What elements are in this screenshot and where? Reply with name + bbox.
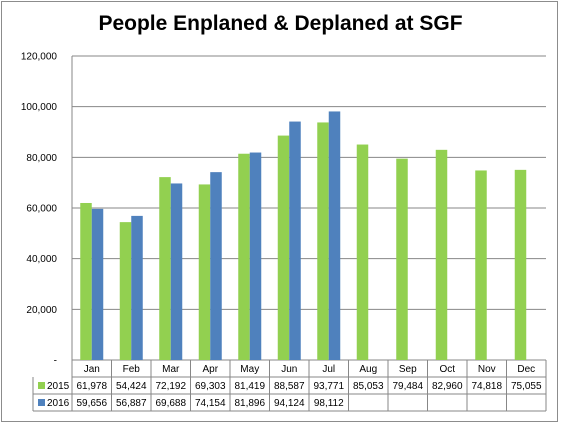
bar-2015-Dec [514, 169, 527, 360]
data-label: 88,587 [274, 381, 305, 392]
data-label: 75,055 [511, 381, 542, 392]
y-tick-label: 100,000 [21, 102, 58, 113]
data-label: 74,154 [195, 398, 226, 409]
data-label: 82,960 [432, 381, 463, 392]
y-tick-label: 60,000 [26, 204, 57, 215]
bar-2016-Jul [328, 111, 341, 360]
data-label: 85,053 [353, 381, 384, 392]
bar-2016-May [249, 152, 262, 360]
y-tick-label: - [54, 356, 57, 367]
bar-2015-Aug [356, 144, 369, 360]
bar-2015-Mar [159, 177, 171, 360]
x-tick-label: Aug [359, 364, 377, 375]
data-label: 74,818 [471, 381, 502, 392]
x-tick-label: Apr [202, 364, 218, 375]
data-label: 81,419 [234, 381, 265, 392]
bar-2015-Feb [119, 222, 132, 360]
bar-2015-Nov [475, 170, 487, 360]
y-tick-label: 20,000 [26, 305, 57, 316]
data-label: 93,771 [313, 381, 344, 392]
bar-2015-Jan [80, 202, 92, 360]
legend-label: 2016 [47, 398, 70, 409]
bar-2016-Jun [289, 121, 301, 360]
data-label: 61,978 [76, 381, 107, 392]
legend-label: 2015 [47, 381, 70, 392]
bar-2015-Apr [198, 184, 211, 360]
y-tick-label: 120,000 [21, 52, 58, 63]
x-tick-label: Feb [123, 364, 141, 375]
x-tick-label: Nov [478, 364, 496, 375]
bar-2015-Oct [435, 149, 448, 360]
data-label: 79,484 [392, 381, 423, 392]
data-label: 98,112 [314, 398, 344, 409]
x-tick-label: Jul [322, 364, 335, 375]
data-label: 59,656 [76, 398, 107, 409]
legend-swatch-2016 [38, 399, 45, 406]
x-tick-label: Oct [439, 364, 455, 375]
bar-2016-Mar [170, 183, 183, 360]
x-tick-label: Dec [517, 364, 535, 375]
x-tick-label: Sep [399, 364, 417, 375]
data-label: 54,424 [116, 381, 147, 392]
legend-swatch-2015 [38, 382, 45, 389]
x-tick-label: May [240, 364, 259, 375]
data-label: 94,124 [274, 398, 305, 409]
bar-2016-Jan [91, 208, 104, 360]
x-tick-label: Jun [281, 364, 297, 375]
data-label: 69,688 [155, 398, 186, 409]
data-label: 72,192 [155, 381, 186, 392]
y-tick-label: 40,000 [26, 254, 57, 265]
bar-2015-Jun [277, 135, 290, 360]
bar-2015-Sep [396, 158, 408, 360]
data-label: 69,303 [195, 381, 226, 392]
chart-title: People Enplaned & Deplaned at SGF [98, 12, 463, 35]
bar-2015-Jul [317, 122, 329, 360]
data-label: 81,896 [234, 398, 265, 409]
x-tick-label: Mar [162, 364, 180, 375]
bar-2016-Apr [210, 172, 222, 360]
bar-2016-Feb [131, 215, 143, 360]
data-label: 56,887 [116, 398, 147, 409]
x-tick-label: Jan [84, 364, 100, 375]
bar-2015-May [238, 153, 250, 360]
y-tick-label: 80,000 [26, 153, 57, 164]
